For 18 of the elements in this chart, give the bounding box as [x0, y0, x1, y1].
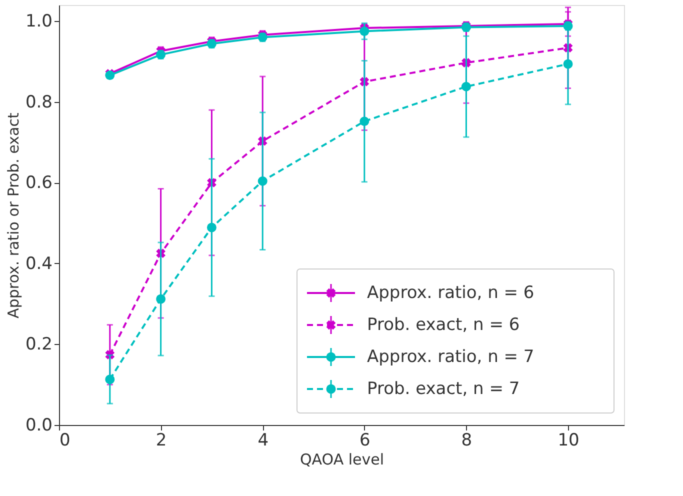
- x-tick-label: 10: [558, 430, 580, 450]
- legend-label: Approx. ratio, n = 6: [367, 283, 534, 303]
- x-tick-label: 6: [359, 430, 370, 450]
- x-tick-label: 0: [60, 430, 70, 450]
- x-tick-label: 4: [258, 430, 269, 450]
- y-tick-label: 0.4: [25, 254, 52, 274]
- y-tick-label: 0.6: [25, 173, 52, 194]
- y-tick-label: 0.2: [25, 334, 52, 355]
- legend-label: Approx. ratio, n = 7: [367, 347, 534, 367]
- legend-label: Prob. exact, n = 7: [367, 379, 520, 399]
- x-axis-title: QAOA level: [300, 450, 384, 468]
- y-tick-label: 0.0: [25, 416, 52, 436]
- x-tick-label: 8: [461, 430, 472, 450]
- y-tick-label: 1.0: [25, 12, 52, 32]
- legend-label: Prob. exact, n = 6: [367, 315, 520, 335]
- x-tick-label: 2: [156, 430, 167, 450]
- y-tick-label: 0.8: [25, 92, 52, 112]
- y-axis-title: Approx. ratio or Prob. exact: [4, 112, 22, 318]
